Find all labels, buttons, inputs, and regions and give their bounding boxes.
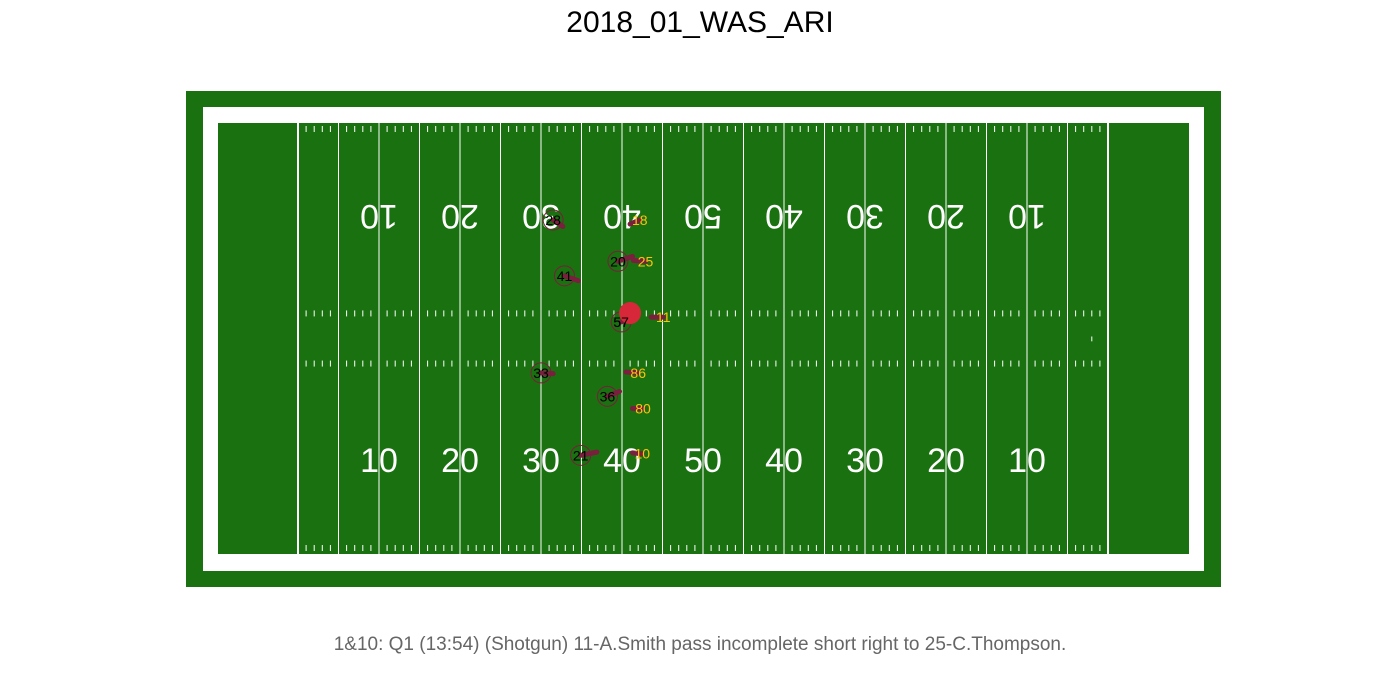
player-number-label: 86 <box>630 365 646 381</box>
player-number-label: 18 <box>632 212 648 228</box>
player-direction-marker <box>627 217 643 227</box>
yard-number-top: 50 <box>684 197 722 235</box>
player-direction-marker <box>578 449 600 458</box>
player-number-label: 36 <box>600 388 616 404</box>
football-marker <box>619 302 642 325</box>
yard-number-top: 10 <box>1008 197 1046 235</box>
player-number-label: 10 <box>634 446 650 462</box>
player-number-label: 25 <box>638 253 654 269</box>
player-number-label: 11 <box>656 309 671 325</box>
yard-number-top: 30 <box>522 197 560 235</box>
play-description: 1&10: Q1 (13:54) (Shotgun) 11-A.Smith pa… <box>333 634 1067 655</box>
player-direction-marker <box>561 273 581 284</box>
player-direction-marker <box>630 450 645 457</box>
yard-number-top: 40 <box>603 197 641 235</box>
yard-number-top: 40 <box>765 197 803 235</box>
player-direction-marker <box>604 388 623 399</box>
player-number-label: 41 <box>557 268 573 284</box>
player-number-label: 80 <box>635 400 651 416</box>
player-circle <box>596 385 618 407</box>
player-number-label: 20 <box>610 253 626 269</box>
player-circle <box>607 250 629 272</box>
player-86: 86 <box>623 365 646 381</box>
player-direction-marker <box>623 369 641 376</box>
player-21: 21 <box>570 444 600 466</box>
yard-number-top: 20 <box>927 197 965 235</box>
yard-number-bottom: 20 <box>441 442 479 480</box>
player-10: 10 <box>630 446 650 462</box>
player-25: 25 <box>630 253 654 269</box>
player-direction-marker <box>615 253 636 264</box>
yard-number-top: 30 <box>846 197 884 235</box>
yard-numbers: 10 10 20 20 30 30 40 40 50 50 40 40 30 30 20 20 10 10 <box>360 197 1046 480</box>
player-11: 11 <box>648 309 671 325</box>
player-number-label: 21 <box>573 447 589 463</box>
yard-number-bottom: 50 <box>684 442 722 480</box>
player-direction-marker <box>630 257 648 264</box>
chart-title: 2018_01_WAS_ARI <box>566 6 834 39</box>
player-33: 33 <box>530 362 556 384</box>
yard-number-bottom: 10 <box>1008 442 1046 480</box>
field-lines <box>297 123 1109 554</box>
player-41: 41 <box>553 265 581 287</box>
yard-number-bottom: 40 <box>765 442 803 480</box>
player-80: 80 <box>630 400 651 416</box>
yard-number-bottom: 30 <box>846 442 884 480</box>
yard-number-top: 20 <box>441 197 479 235</box>
player-number-label: 28 <box>545 212 561 228</box>
player-number-label: 33 <box>533 365 549 381</box>
player-circle <box>542 209 564 231</box>
yard-number-bottom: 10 <box>360 442 398 480</box>
yard-number-bottom: 40 <box>603 442 641 480</box>
player-28: 28 <box>542 209 566 231</box>
player-20: 20 <box>607 250 636 272</box>
player-number-label: 57 <box>613 314 629 330</box>
player-circle <box>530 362 552 384</box>
yard-number-bottom: 30 <box>522 442 560 480</box>
player-circle <box>570 444 592 466</box>
yard-number-top: 10 <box>360 197 398 235</box>
player-18: 18 <box>627 212 648 228</box>
yard-number-bottom: 20 <box>927 442 965 480</box>
player-circle <box>553 265 575 287</box>
player-36: 36 <box>596 385 623 407</box>
